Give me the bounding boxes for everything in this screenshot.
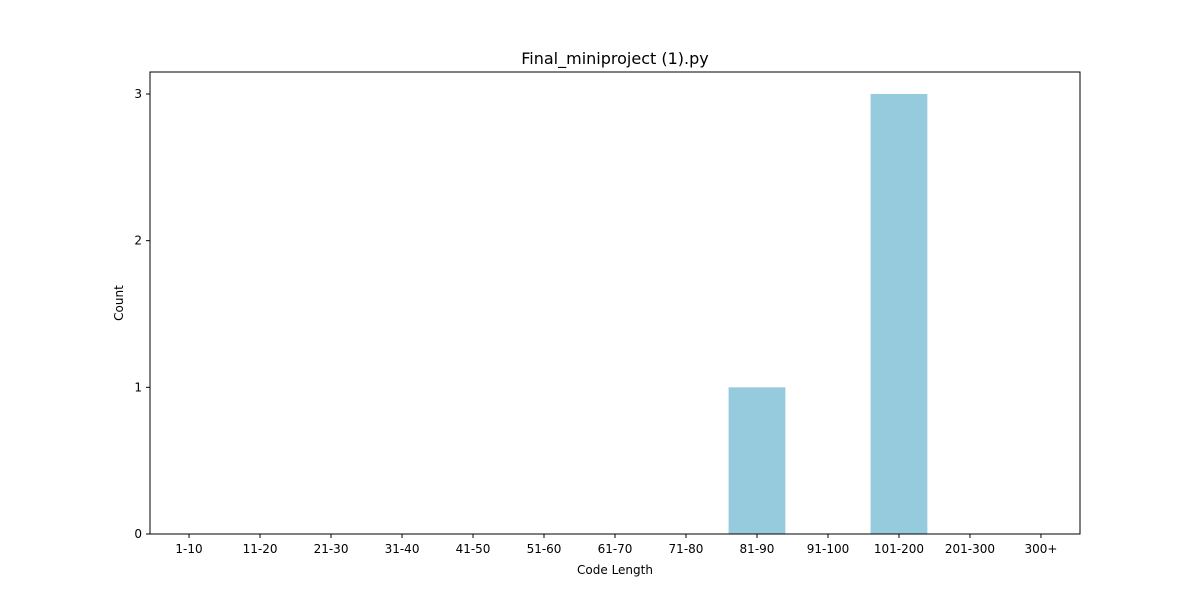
y-axis: 0 1 2 3	[134, 87, 150, 541]
x-tick-label: 71-80	[669, 542, 704, 556]
x-tick-label: 21-30	[314, 542, 349, 556]
bar-81-90	[728, 387, 786, 534]
x-tick-label: 81-90	[740, 542, 775, 556]
x-tick-label: 51-60	[527, 542, 562, 556]
y-axis-title: Count	[112, 285, 126, 321]
x-tick-label: 31-40	[385, 542, 420, 556]
x-tick-label: 61-70	[598, 542, 633, 556]
y-tick-label: 3	[134, 87, 142, 101]
x-axis-title: Code Length	[577, 563, 653, 577]
x-tick-label: 300+	[1024, 542, 1057, 556]
bar-101-200	[870, 94, 928, 534]
x-tick-label: 1-10	[175, 542, 202, 556]
x-tick-label: 41-50	[456, 542, 491, 556]
chart-title: Final_miniproject (1).py	[521, 49, 708, 69]
y-tick-label: 0	[134, 527, 142, 541]
x-axis: 1-10 11-20 21-30 31-40 41-50 51-60 61-70 71-80 8…	[175, 534, 1057, 556]
x-tick-label: 11-20	[243, 542, 278, 556]
bars-group	[728, 94, 928, 534]
x-tick-label: 101-200	[874, 542, 924, 556]
plot-area-frame	[149, 71, 1081, 535]
x-tick-label: 91-100	[807, 542, 850, 556]
y-tick-label: 2	[134, 234, 142, 248]
x-tick-label: 201-300	[945, 542, 995, 556]
y-tick-label: 1	[134, 380, 142, 394]
